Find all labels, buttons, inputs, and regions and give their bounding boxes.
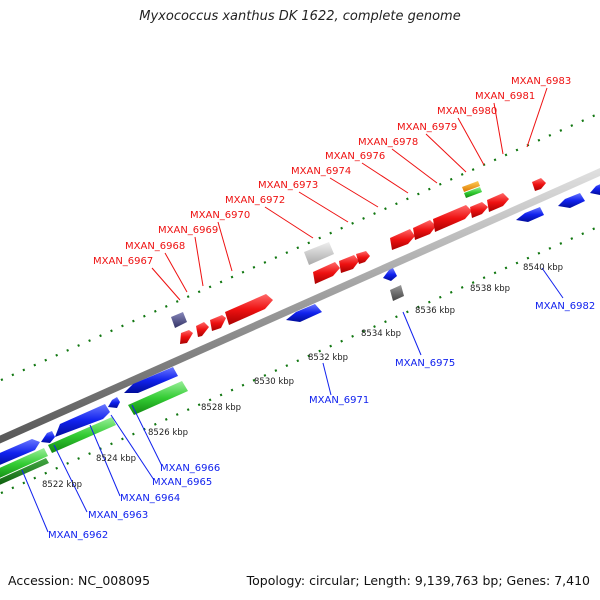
gene-label-forward[interactable]: MXAN_6968 (125, 241, 185, 252)
accession-text: Accession: NC_008095 (8, 573, 151, 588)
rna-dkgreen[interactable] (0, 458, 49, 487)
feature-navy[interactable] (171, 312, 187, 328)
gene-mxan-6972[interactable] (313, 262, 340, 284)
leader-line (329, 177, 379, 208)
gene-mxan-6967[interactable] (180, 330, 193, 344)
gene-label-forward[interactable]: MXAN_6981 (475, 91, 535, 102)
leader-line (217, 221, 233, 272)
genome-summary-text: Topology: circular; Length: 9,139,763 bp… (246, 573, 590, 588)
gene-label-reverse[interactable]: MXAN_6964 (120, 493, 180, 504)
gene-mxan-6965[interactable] (108, 397, 120, 408)
leader-line (164, 252, 188, 293)
rna-green-2[interactable] (48, 417, 116, 453)
leader-line (541, 267, 564, 299)
ruler-label: 8536 kbp (415, 306, 455, 316)
gene-mxan-6969[interactable] (210, 315, 226, 331)
gene-label-forward[interactable]: MXAN_6983 (511, 76, 571, 87)
ruler-label: 8530 kbp (254, 377, 294, 387)
gene-label-reverse[interactable]: MXAN_6975 (395, 358, 455, 369)
feature-grey[interactable] (304, 242, 334, 265)
leader-line (457, 117, 485, 166)
gene-mxan-6963[interactable] (41, 431, 55, 443)
gene-mxan-6966[interactable] (124, 367, 178, 393)
leader-line (402, 311, 422, 356)
genome-backbone (0, 168, 600, 444)
gene-mxan-6976[interactable] (390, 229, 415, 250)
leader-line (89, 424, 121, 497)
gene-mxan-6980[interactable] (470, 202, 488, 218)
gene-label-forward[interactable]: MXAN_6972 (225, 195, 285, 206)
rna-green-1[interactable] (128, 381, 188, 415)
ruler-label: 8538 kbp (470, 284, 510, 294)
leader-line (391, 148, 438, 184)
feature-dark-grey[interactable] (390, 285, 404, 301)
gene-label-reverse[interactable]: MXAN_6965 (152, 477, 212, 488)
ruler-label: 8522 kbp (42, 480, 82, 490)
gene-mxan-6979[interactable] (433, 205, 472, 232)
ruler-label: 8534 kbp (361, 329, 401, 339)
gene-mxan-6968[interactable] (196, 322, 209, 337)
gene-mxan-6974[interactable] (356, 251, 370, 264)
gene-mxan-6982[interactable] (516, 207, 544, 222)
gene-label-forward[interactable]: MXAN_6978 (358, 137, 418, 148)
gene-label-reverse[interactable]: MXAN_6982 (535, 301, 595, 312)
gene-label-forward[interactable]: MXAN_6980 (437, 106, 497, 117)
leader-line (21, 469, 49, 533)
gene-label-reverse[interactable]: MXAN_6966 (160, 463, 220, 474)
leader-line (264, 206, 314, 239)
gene-mxan-6970[interactable] (225, 294, 273, 325)
gene-label-reverse[interactable]: MXAN_6962 (48, 530, 108, 541)
leader-line (425, 133, 467, 173)
ruler-label: 8540 kbp (523, 263, 563, 273)
gene-label-reverse[interactable]: MXAN_6971 (309, 395, 369, 406)
gene-mxan-6983[interactable] (532, 178, 546, 191)
gene-mxan-6973[interactable] (339, 255, 359, 273)
ruler-label: 8532 kbp (308, 353, 348, 363)
gene-mxan-6962[interactable] (0, 439, 40, 467)
tick-row-upper (0, 111, 600, 382)
map-title: Myxococcus xanthus DK 1622, complete gen… (139, 9, 461, 24)
label-leaders (21, 87, 564, 533)
gene-label-forward[interactable]: MXAN_6973 (258, 180, 318, 191)
leader-line (110, 414, 155, 481)
gene-mxan-6964[interactable] (55, 404, 110, 437)
gene-mxan-6975[interactable] (383, 268, 397, 281)
gene-label-reverse[interactable]: MXAN_6963 (88, 510, 148, 521)
ruler-label: 8524 kbp (96, 454, 136, 464)
ruler-label: 8528 kbp (201, 403, 241, 413)
tick-row-lower (0, 224, 600, 495)
leader-line (322, 362, 332, 396)
gene-mxan-6978[interactable] (413, 220, 436, 240)
leader-line (298, 191, 349, 223)
ruler-labels: 8522 kbp 8524 kbp 8526 kbp 8528 kbp 8530 kbp… (42, 263, 563, 490)
rna-green-3[interactable] (0, 448, 48, 480)
gene-labels: MXAN_6967 MXAN_6968 MXAN_6969 MXAN_6970 MXAN… (48, 76, 595, 541)
leader-line (131, 404, 163, 467)
leader-line (493, 102, 504, 155)
leader-line (361, 162, 409, 194)
gene-label-forward[interactable]: MXAN_6976 (325, 151, 385, 162)
gene-label-forward[interactable]: MXAN_6979 (397, 122, 457, 133)
gene-label-forward[interactable]: MXAN_6970 (190, 210, 250, 221)
ruler-label: 8526 kbp (148, 428, 188, 438)
gene-blue-b[interactable] (558, 193, 585, 208)
leader-line (53, 444, 88, 513)
gene-mxan-6981[interactable] (487, 193, 509, 212)
gene-label-forward[interactable]: MXAN_6969 (158, 225, 218, 236)
feature-green-small[interactable] (464, 187, 482, 198)
leader-line (526, 87, 548, 148)
gene-features (0, 178, 600, 487)
leader-line (151, 267, 181, 301)
gene-blue-c[interactable] (590, 182, 600, 195)
gene-mxan-6971[interactable] (286, 304, 322, 322)
genome-map: MXAN_6967 MXAN_6968 MXAN_6969 MXAN_6970 MXAN… (0, 76, 600, 541)
gene-label-forward[interactable]: MXAN_6967 (93, 256, 153, 267)
leader-line (194, 236, 204, 287)
feature-orange[interactable] (462, 181, 480, 192)
gene-label-forward[interactable]: MXAN_6974 (291, 166, 351, 177)
